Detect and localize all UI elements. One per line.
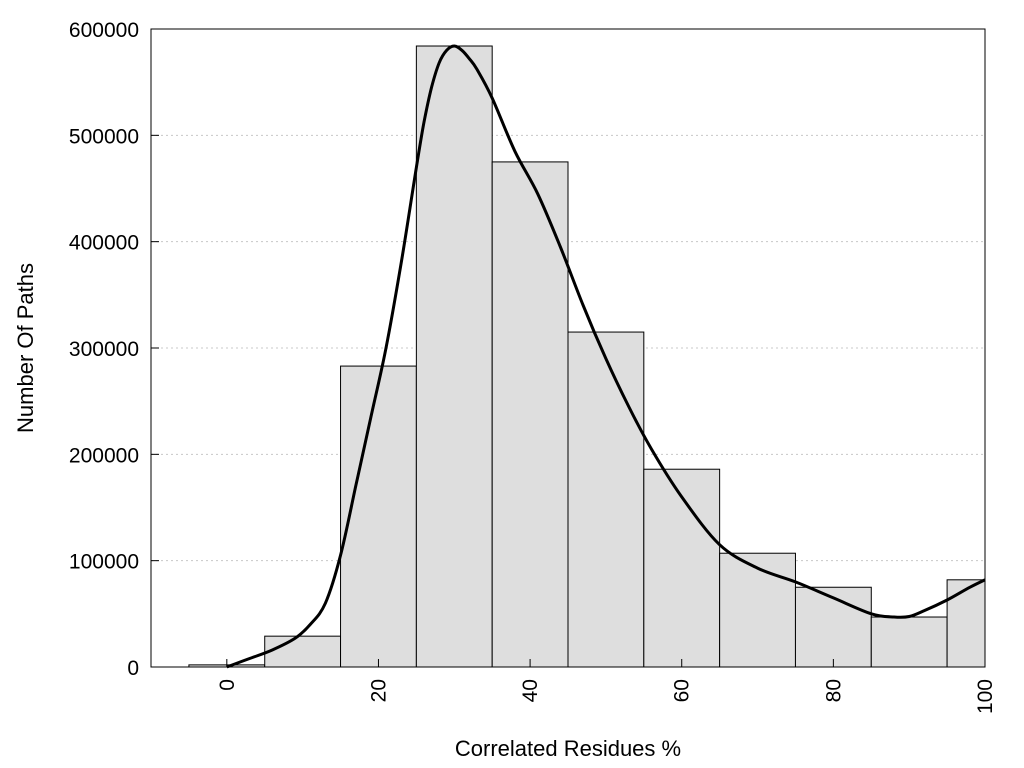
axis-tick-labels: 0 100000 200000 300000 400000 500000 600000 0 20… [69,19,997,714]
x-tick-label: 20 [367,679,390,702]
histogram-bar [264,635,342,668]
x-tick-label: 40 [519,679,542,702]
histogram-bars [188,45,986,668]
y-tick-label: 600000 [69,19,139,42]
y-tick-label: 0 [127,657,139,680]
x-tick-label: 0 [216,679,239,691]
y-tick-label: 500000 [69,125,139,148]
x-tick-label: 80 [822,679,845,702]
histogram-bar [567,331,645,668]
x-tick-label: 100 [974,679,997,714]
histogram-bar [491,161,569,668]
y-axis-label: Number Of Paths [13,263,38,433]
density-curve [226,44,986,669]
x-axis-label: Correlated Residues % [455,736,681,761]
y-tick-label: 200000 [69,444,139,467]
histogram-bar [794,586,872,668]
density-curve-line [226,44,986,669]
histogram-bar [946,579,986,668]
histogram-bar [415,45,493,668]
y-tick-label: 300000 [69,338,139,361]
y-tick-label: 400000 [69,232,139,255]
axis-ticks [151,28,986,668]
histogram-bar [340,365,417,668]
x-tick-label: 60 [671,679,694,702]
y-tick-label: 100000 [69,551,139,574]
histogram-bar [870,616,948,668]
histogram-bar [719,552,796,668]
